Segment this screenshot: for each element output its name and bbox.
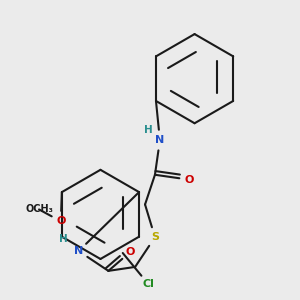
Text: S: S	[151, 232, 159, 242]
Text: O: O	[185, 175, 194, 185]
Text: O: O	[125, 247, 135, 257]
Text: N: N	[74, 246, 83, 256]
Text: H: H	[144, 125, 152, 135]
Text: Cl: Cl	[142, 279, 154, 289]
Text: OCH₃: OCH₃	[25, 204, 53, 214]
Text: N: N	[155, 135, 164, 145]
Text: H: H	[59, 234, 68, 244]
Text: O: O	[56, 216, 65, 226]
